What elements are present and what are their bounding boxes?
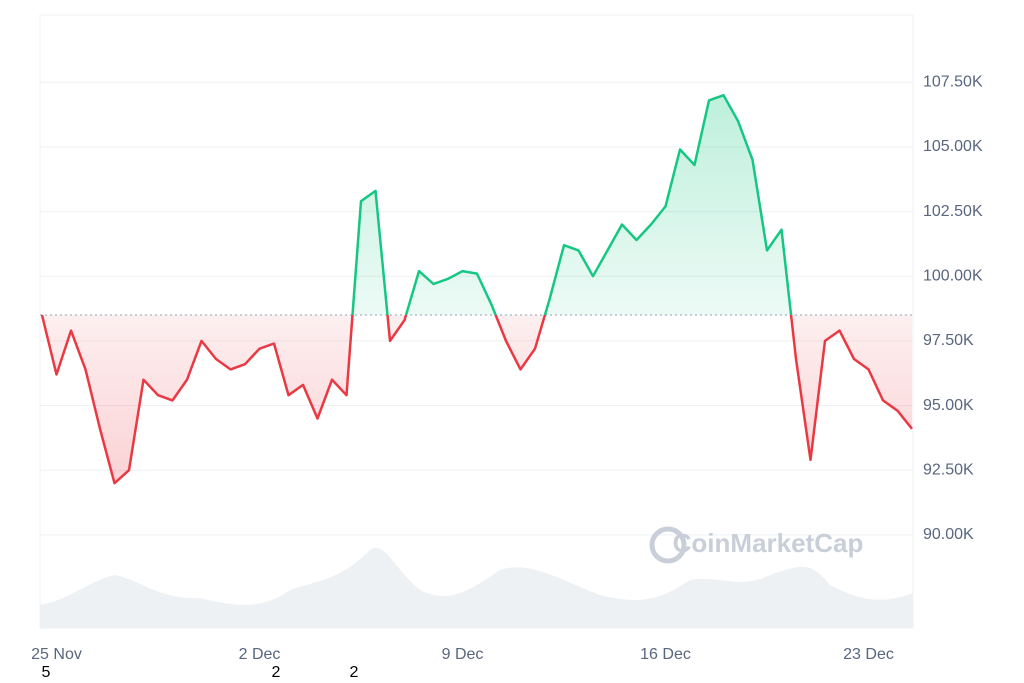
watermark-logo — [649, 526, 687, 564]
footer-mark: 5 — [42, 664, 51, 681]
x-tick-label: 9 Dec — [442, 646, 484, 663]
footer-mark: 2 — [272, 664, 281, 681]
y-tick-label: 97.50K — [923, 332, 974, 349]
area — [42, 95, 912, 484]
y-tick-label: 100.00K — [923, 267, 983, 284]
watermark: CoinMarketCap — [673, 528, 864, 558]
y-tick-label: 105.00K — [923, 138, 983, 155]
x-tick-label: 25 Nov — [31, 646, 82, 663]
x-tick-label: 16 Dec — [640, 646, 691, 663]
y-tick-label: 102.50K — [923, 203, 983, 220]
footer-mark: 2 — [350, 664, 359, 681]
y-tick-label: 90.00K — [923, 526, 974, 543]
price-line — [40, 93, 913, 485]
y-tick-label: 95.00K — [923, 397, 974, 414]
x-tick-label: 23 Dec — [843, 646, 894, 663]
y-tick-label: 92.50K — [923, 461, 974, 478]
x-tick-label: 2 Dec — [239, 646, 281, 663]
volume-area — [40, 548, 913, 628]
y-tick-label: 107.50K — [923, 73, 983, 90]
